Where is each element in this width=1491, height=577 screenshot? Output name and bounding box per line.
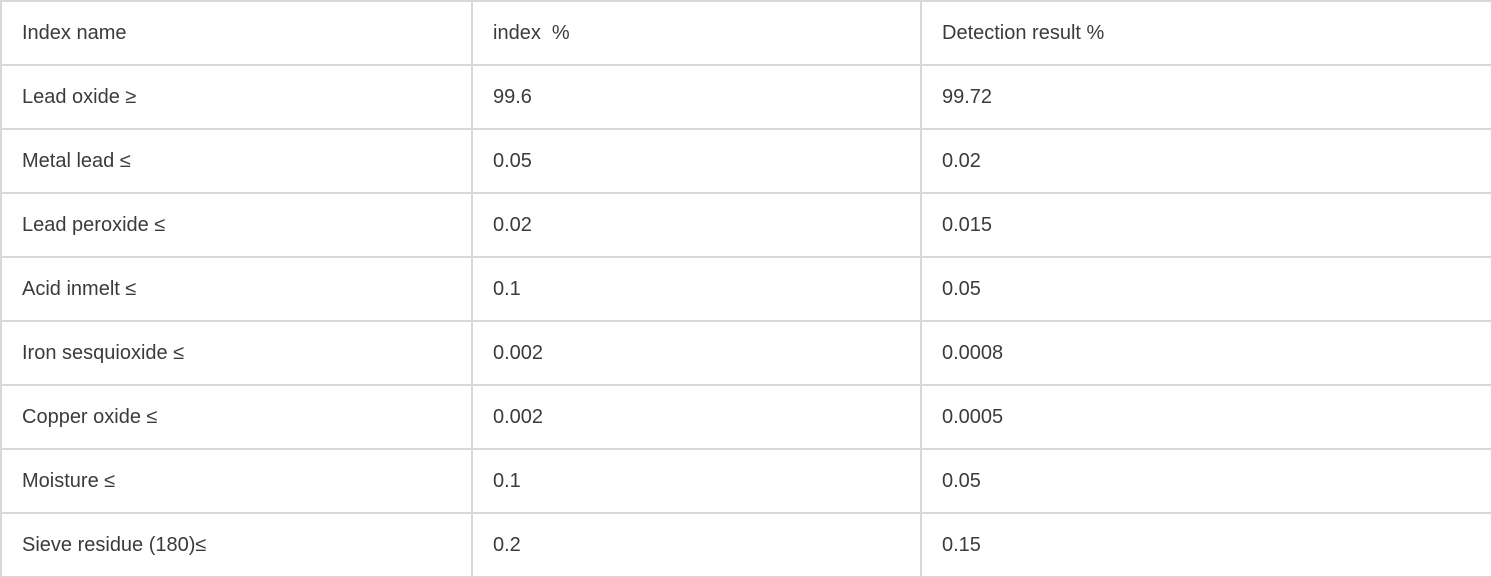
cell-index-pct: 99.6 [471,64,922,130]
cell-index-name: Moisture ≤ [0,448,473,514]
table-row: Moisture ≤ 0.1 0.05 [0,448,1491,514]
table-row: Lead oxide ≥ 99.6 99.72 [0,64,1491,130]
cell-index-pct: 0.002 [471,384,922,450]
cell-detection-result: 0.05 [920,448,1491,514]
cell-detection-result: 0.02 [920,128,1491,194]
cell-index-name: Sieve residue (180)≤ [0,512,473,577]
table-row: Iron sesquioxide ≤ 0.002 0.0008 [0,320,1491,386]
cell-detection-result: 0.0008 [920,320,1491,386]
cell-detection-result: 0.05 [920,256,1491,322]
table-row: Copper oxide ≤ 0.002 0.0005 [0,384,1491,450]
column-header-detection-result: Detection result % [920,0,1491,66]
table-row: Sieve residue (180)≤ 0.2 0.15 [0,512,1491,577]
cell-detection-result: 99.72 [920,64,1491,130]
column-header-index-name: Index name [0,0,473,66]
cell-index-pct: 0.05 [471,128,922,194]
cell-index-name: Copper oxide ≤ [0,384,473,450]
cell-index-pct: 0.2 [471,512,922,577]
cell-index-pct: 0.1 [471,256,922,322]
cell-index-name: Lead oxide ≥ [0,64,473,130]
cell-index-name: Lead peroxide ≤ [0,192,473,258]
cell-detection-result: 0.015 [920,192,1491,258]
cell-index-name: Acid inmelt ≤ [0,256,473,322]
cell-index-pct: 0.02 [471,192,922,258]
table-row: Lead peroxide ≤ 0.02 0.015 [0,192,1491,258]
table-row: Acid inmelt ≤ 0.1 0.05 [0,256,1491,322]
table-row: Metal lead ≤ 0.05 0.02 [0,128,1491,194]
cell-index-name: Iron sesquioxide ≤ [0,320,473,386]
cell-index-pct: 0.1 [471,448,922,514]
column-header-index-pct: index % [471,0,922,66]
table-header-row: Index name index % Detection result % [0,0,1491,66]
cell-index-name: Metal lead ≤ [0,128,473,194]
cell-detection-result: 0.0005 [920,384,1491,450]
cell-detection-result: 0.15 [920,512,1491,577]
cell-index-pct: 0.002 [471,320,922,386]
